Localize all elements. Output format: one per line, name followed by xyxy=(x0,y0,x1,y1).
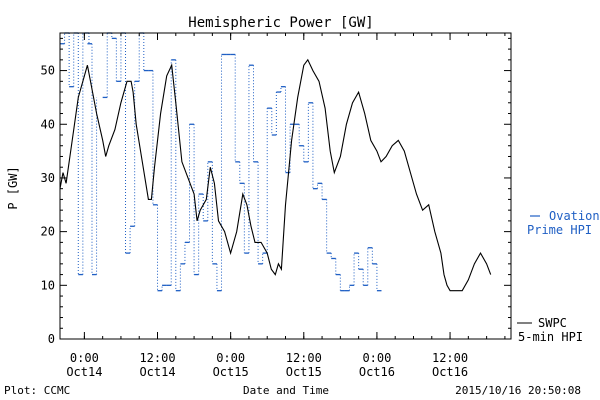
footer-timestamp: 2015/10/16 20:50:08 xyxy=(455,384,581,397)
legend-swpc: SWPC 5-min HPI xyxy=(517,316,583,344)
x-axis-label: Date and Time xyxy=(243,384,329,397)
x-axis: 0:00Oct1412:00Oct140:00Oct1512:00Oct150:… xyxy=(66,33,506,379)
plot-frame xyxy=(59,32,512,340)
y-tick-label: 10 xyxy=(41,278,55,292)
x-tick-date-label: Oct16 xyxy=(432,365,468,379)
x-tick-time-label: 0:00 xyxy=(70,351,99,365)
x-tick-date-label: Oct15 xyxy=(213,365,249,379)
y-axis-label: P [GW] xyxy=(6,166,20,209)
x-tick-time-label: 0:00 xyxy=(216,351,245,365)
x-tick-time-label: 12:00 xyxy=(432,351,468,365)
x-tick-date-label: Oct16 xyxy=(359,365,395,379)
y-axis: 0 10 20 30 40 50 xyxy=(41,37,511,346)
x-tick-date-label: Oct14 xyxy=(66,365,102,379)
x-tick-time-label: 12:00 xyxy=(286,351,322,365)
legend-swpc-label-line1: SWPC xyxy=(538,316,567,330)
x-tick-time-label: 12:00 xyxy=(139,351,175,365)
y-tick-label: 40 xyxy=(41,117,55,131)
x-tick-date-label: Oct14 xyxy=(139,365,175,379)
x-tick-date-label: Oct15 xyxy=(286,365,322,379)
swpc-series-line xyxy=(59,58,492,292)
legend-ovation-label-line2: Prime HPI xyxy=(527,223,592,237)
x-tick-time-label: 0:00 xyxy=(362,351,391,365)
legend-swpc-label-line2: 5-min HPI xyxy=(518,330,583,344)
y-tick-label: 50 xyxy=(41,64,55,78)
ovation-series xyxy=(60,32,382,292)
legend-ovation: Ovation Prime HPI xyxy=(527,209,600,237)
y-tick-label: 20 xyxy=(41,225,55,239)
footer-credit: Plot: CCMC xyxy=(4,384,70,397)
chart-title: Hemispheric Power [GW] xyxy=(188,15,373,31)
legend-ovation-label-line1: Ovation xyxy=(549,209,600,223)
y-tick-label: 0 xyxy=(48,332,55,346)
y-tick-label: 30 xyxy=(41,171,55,185)
